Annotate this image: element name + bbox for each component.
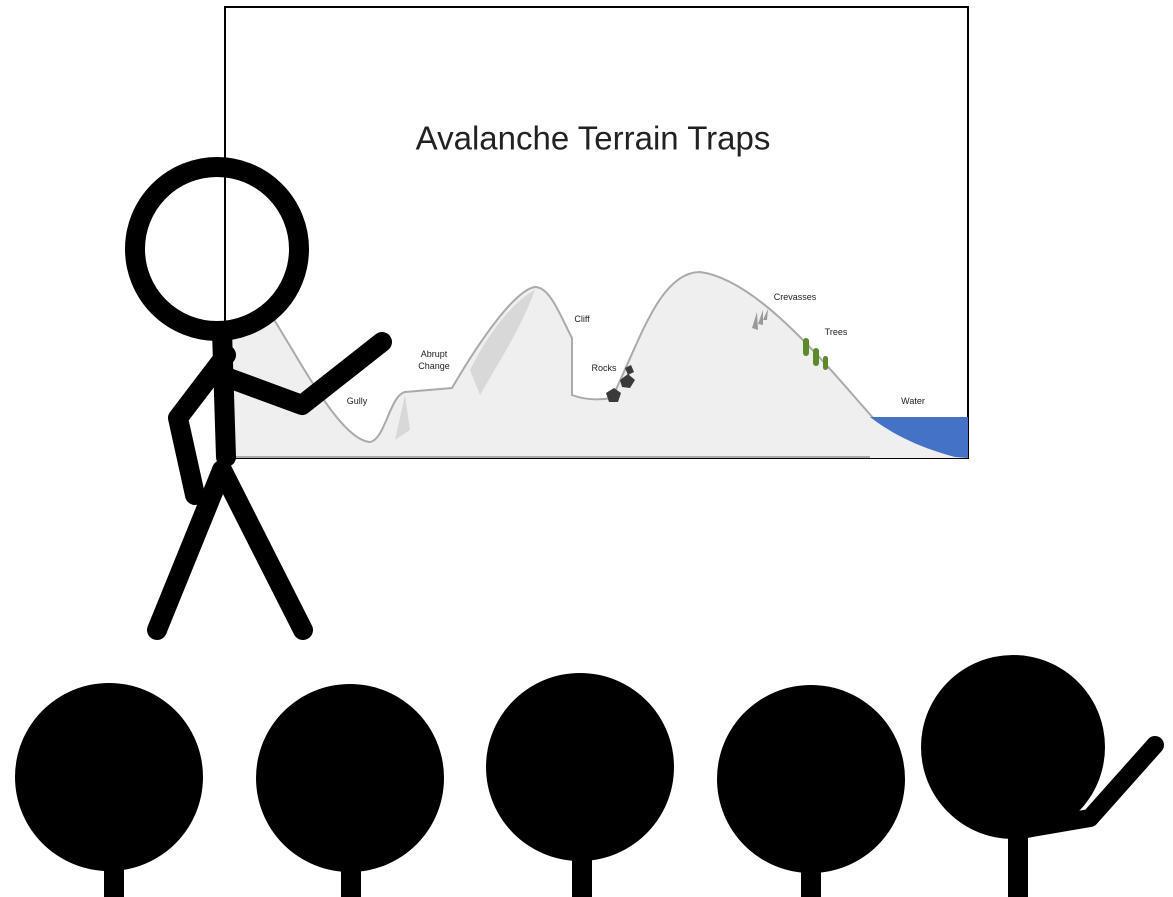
audience bbox=[15, 655, 1105, 897]
scene: Avalanche Terrain Traps Gully Abrupt Chang… bbox=[0, 0, 1173, 897]
terrain-label: Crevasses bbox=[774, 292, 817, 302]
terrain-label: Change bbox=[418, 361, 450, 371]
slide-title: Avalanche Terrain Traps bbox=[416, 120, 771, 157]
terrain-label: Cliff bbox=[574, 314, 590, 324]
terrain-label: Gully bbox=[347, 396, 368, 406]
page: Avalanche Terrain Traps Gully Abrupt Chang… bbox=[0, 0, 1173, 897]
terrain-label: Rocks bbox=[591, 363, 617, 373]
terrain-label: Abrupt bbox=[421, 349, 448, 359]
terrain-label: Water bbox=[901, 396, 925, 406]
terrain-label: Trees bbox=[825, 327, 848, 337]
